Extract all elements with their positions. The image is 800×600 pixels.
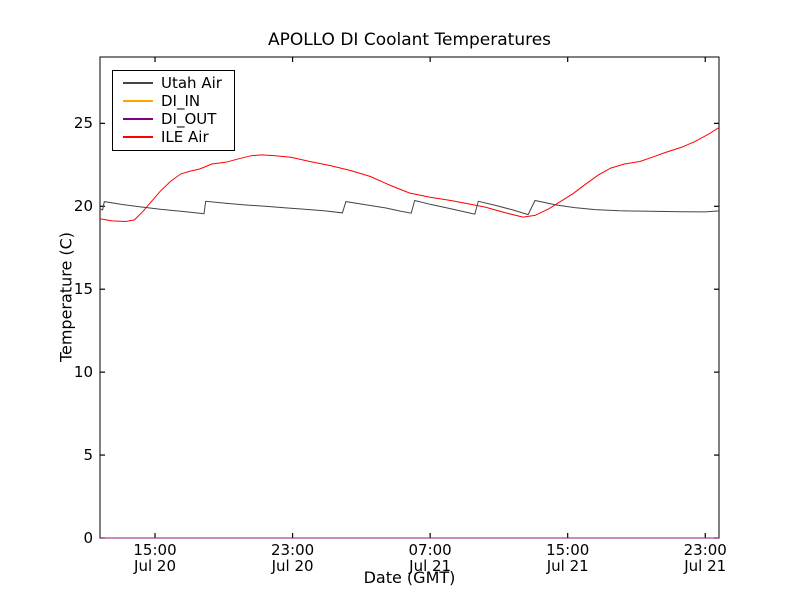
legend-item-utah-air: Utah Air — [113, 74, 234, 92]
x-tick-label: 23:00 Jul 20 — [253, 542, 333, 574]
x-tick-date: Jul 21 — [409, 557, 452, 575]
legend: Utah Air DI_IN DI_OUT ILE Air — [112, 70, 235, 151]
legend-line-sample-icon — [123, 118, 153, 120]
y-tick-label: 5 — [83, 446, 93, 465]
legend-label: Utah Air — [161, 74, 222, 92]
series-line-utah-air — [99, 199, 720, 216]
legend-item-di-out: DI_OUT — [113, 110, 234, 128]
legend-label: ILE Air — [161, 128, 209, 146]
x-tick-label: 07:00 Jul 21 — [390, 542, 470, 574]
y-tick-label: 15 — [73, 280, 93, 299]
x-axis-label: Date (GMT) — [363, 568, 456, 587]
series-line-ile-air — [99, 127, 720, 223]
x-tick-time: 23:00 — [683, 541, 727, 559]
y-tick-label: 10 — [73, 363, 93, 382]
y-tick-label: 20 — [73, 197, 93, 216]
x-tick-date: Jul 21 — [684, 557, 727, 575]
x-tick-label: 15:00 Jul 20 — [115, 542, 195, 574]
legend-line-sample-icon — [123, 100, 153, 102]
legend-item-ile-air: ILE Air — [113, 128, 234, 146]
x-tick-time: 15:00 — [133, 541, 177, 559]
legend-line-sample-icon — [123, 82, 153, 84]
x-tick-time: 07:00 — [408, 541, 452, 559]
legend-label: DI_IN — [161, 92, 201, 110]
y-tick-label: 25 — [73, 114, 93, 133]
x-tick-date: Jul 20 — [134, 557, 176, 575]
legend-label: DI_OUT — [161, 110, 217, 128]
x-tick-label: 23:00 Jul 21 — [665, 542, 745, 574]
x-tick-label: 15:00 Jul 21 — [528, 542, 608, 574]
x-tick-date: Jul 21 — [546, 557, 589, 575]
x-tick-date: Jul 20 — [271, 557, 314, 575]
legend-line-sample-icon — [123, 136, 153, 138]
x-tick-time: 23:00 — [270, 541, 315, 559]
legend-item-di-in: DI_IN — [113, 92, 234, 110]
x-tick-time: 15:00 — [546, 541, 590, 559]
chart-title: APOLLO DI Coolant Temperatures — [267, 30, 552, 50]
y-tick-label: 0 — [83, 529, 93, 547]
